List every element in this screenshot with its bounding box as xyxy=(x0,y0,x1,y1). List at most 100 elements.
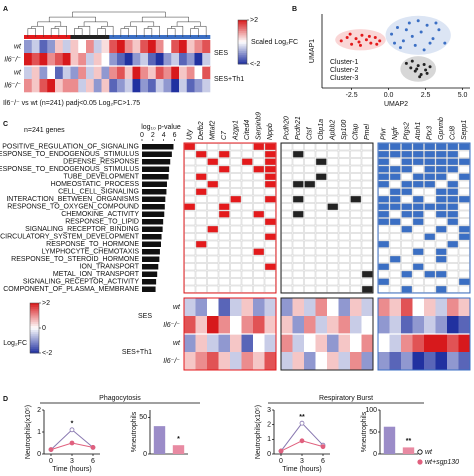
matrix-cell xyxy=(195,218,207,226)
heatmap-cell xyxy=(458,316,471,335)
heatmap-cell xyxy=(327,316,339,335)
colorbar-swatch xyxy=(238,21,247,25)
matrix-cell xyxy=(424,270,436,278)
matrix-cell xyxy=(218,150,230,158)
bar xyxy=(383,426,396,454)
matrix-cell xyxy=(184,143,196,151)
matrix-cell xyxy=(435,203,447,211)
matrix-cell xyxy=(230,240,242,248)
matrix-cell xyxy=(241,150,253,158)
y-tick-label: 0 xyxy=(143,451,147,458)
matrix-cell xyxy=(281,248,293,256)
matrix-cell xyxy=(218,285,230,293)
matrix-cell xyxy=(412,240,424,248)
heatmap-cell xyxy=(435,334,448,353)
bar xyxy=(172,445,185,454)
matrix-cell xyxy=(361,270,373,278)
colorbar-tick-label: 0 xyxy=(42,325,46,332)
heatmap-cell xyxy=(315,316,328,335)
matrix-cell xyxy=(350,143,362,151)
heatmap-cell xyxy=(435,352,448,371)
matrix-cell xyxy=(218,165,230,173)
heatmap-cell xyxy=(338,352,351,371)
matrix-cell xyxy=(424,210,436,218)
category-label: POSITIVE_REGULATION_OF_SIGNALING xyxy=(2,144,139,151)
heatmap-cell xyxy=(163,79,172,93)
category-label: CIRCULATORY_SYSTEM_DEVELOPMENT xyxy=(0,234,140,241)
heatmap-cell xyxy=(292,298,305,317)
matrix-cell xyxy=(447,203,459,211)
matrix-cell xyxy=(424,165,436,173)
matrix-cell xyxy=(338,210,350,218)
matrix-cell xyxy=(195,203,207,211)
matrix-cell xyxy=(424,233,436,241)
matrix-cell xyxy=(264,240,276,248)
point xyxy=(413,69,417,73)
heatmap-cell xyxy=(171,66,180,80)
matrix-cell xyxy=(447,143,459,151)
matrix-cell xyxy=(361,225,373,233)
matrix-cell xyxy=(264,270,276,278)
point xyxy=(428,65,432,69)
matrix-cell xyxy=(184,240,196,248)
heatmap-cell xyxy=(378,352,390,371)
heatmap-cell xyxy=(378,298,390,317)
matrix-cell xyxy=(361,188,373,196)
matrix-cell xyxy=(304,225,316,233)
heatmap-cell xyxy=(101,40,110,54)
category-label: CELL_CELL_SIGNALING xyxy=(58,189,139,196)
matrix-cell xyxy=(241,165,253,173)
heatmap-cell xyxy=(202,79,211,93)
heatmap-cell xyxy=(117,40,126,54)
matrix-cell xyxy=(304,210,316,218)
colorbar-swatch xyxy=(238,62,247,65)
matrix-cell xyxy=(230,248,242,256)
matrix-cell xyxy=(292,180,304,188)
heatmap-cell xyxy=(184,316,196,335)
matrix-cell xyxy=(378,203,390,211)
dendrogram xyxy=(54,25,67,37)
heatmap-cell xyxy=(140,66,149,80)
matrix-cell xyxy=(253,270,265,278)
heatmap-cell xyxy=(39,40,48,54)
matrix-cell xyxy=(327,188,339,196)
matrix-cell xyxy=(315,240,327,248)
matrix-cell xyxy=(184,218,196,226)
y-tick-label: 100 xyxy=(365,407,377,414)
heatmap-cell xyxy=(315,334,328,353)
matrix-cell xyxy=(338,195,350,203)
matrix-cell xyxy=(435,173,447,181)
matrix-cell xyxy=(218,218,230,226)
heatmap-cell xyxy=(195,298,208,317)
matrix-cell xyxy=(389,278,401,286)
heatmap-cell xyxy=(132,53,141,67)
matrix-cell xyxy=(361,210,373,218)
matrix-cell xyxy=(435,225,447,233)
matrix-cell xyxy=(361,158,373,166)
heatmap-cell xyxy=(424,352,436,371)
matrix-cell xyxy=(447,173,459,181)
matrix-cell xyxy=(218,173,230,181)
matrix-cell xyxy=(389,233,401,241)
category-label: CHEMOKINE_ACTIVITY xyxy=(61,211,139,218)
heatmap-cell xyxy=(447,316,459,335)
cluster-ellipse xyxy=(335,29,386,51)
heatmap-cell xyxy=(101,53,110,67)
heatmap-cell xyxy=(378,334,390,353)
heatmap-cell xyxy=(389,316,402,335)
matrix-cell xyxy=(412,278,424,286)
matrix-cell xyxy=(435,285,447,293)
matrix-cell xyxy=(207,233,219,241)
matrix-cell xyxy=(424,285,436,293)
bar xyxy=(142,211,165,217)
matrix-cell xyxy=(378,143,390,151)
heatmap-cell xyxy=(186,79,195,93)
matrix-cell xyxy=(315,218,327,226)
matrix-cell xyxy=(412,180,424,188)
matrix-cell xyxy=(401,270,413,278)
point xyxy=(354,37,358,41)
heatmap-cell xyxy=(218,352,231,371)
matrix-cell xyxy=(315,278,327,286)
matrix-cell xyxy=(350,240,362,248)
colorbar-swatch xyxy=(238,58,247,61)
